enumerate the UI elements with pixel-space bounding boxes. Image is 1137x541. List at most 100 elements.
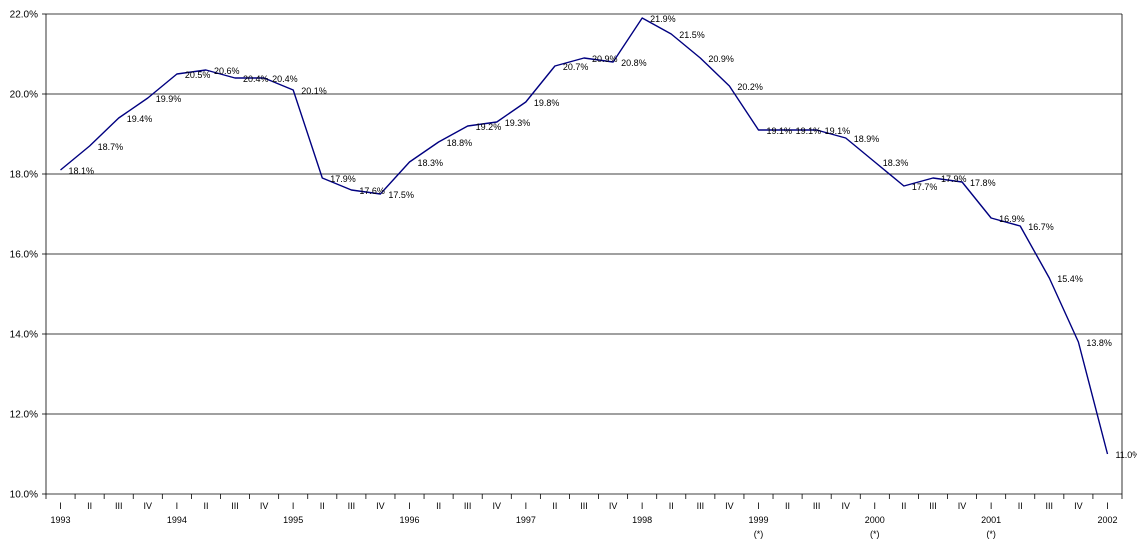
x-tick-label: I bbox=[292, 501, 295, 511]
x-tick-label: IV bbox=[144, 501, 153, 511]
data-label: 19.1% bbox=[766, 126, 792, 136]
data-label: 18.3% bbox=[883, 158, 909, 168]
x-tick-label: III bbox=[348, 501, 356, 511]
data-label: 16.7% bbox=[1028, 222, 1054, 232]
x-tick-label: III bbox=[929, 501, 937, 511]
data-label: 16.9% bbox=[999, 214, 1025, 224]
x-tick-label: III bbox=[580, 501, 588, 511]
data-label: 20.2% bbox=[737, 82, 763, 92]
data-label: 17.8% bbox=[970, 178, 996, 188]
data-label: 20.5% bbox=[185, 70, 211, 80]
x-tick-label: II bbox=[87, 501, 92, 511]
data-label: 18.7% bbox=[98, 142, 124, 152]
year-label: 1999 bbox=[748, 515, 768, 525]
year-label: 1993 bbox=[51, 515, 71, 525]
year-label: 1997 bbox=[516, 515, 536, 525]
data-label: 19.2% bbox=[476, 122, 502, 132]
x-tick-label: I bbox=[1106, 501, 1109, 511]
x-tick-label: III bbox=[231, 501, 239, 511]
data-label: 17.7% bbox=[912, 182, 938, 192]
y-tick-label: 20.0% bbox=[10, 90, 38, 101]
data-label: 17.9% bbox=[941, 174, 967, 184]
data-label: 20.6% bbox=[214, 66, 240, 76]
data-label: 11.0% bbox=[1115, 450, 1137, 460]
x-axis: I II III IV I II III IV I II III IV I II III IV I II III IV… bbox=[45, 494, 1123, 539]
data-label: 17.6% bbox=[359, 186, 385, 196]
data-label: 20.7% bbox=[563, 62, 589, 72]
data-label: 20.1% bbox=[301, 86, 327, 96]
x-tick-label: II bbox=[320, 501, 325, 511]
year-note: (*) bbox=[754, 529, 764, 539]
year-label: 1996 bbox=[399, 515, 419, 525]
data-label: 20.8% bbox=[621, 58, 647, 68]
x-tick-label: III bbox=[115, 501, 123, 511]
data-label: 19.1% bbox=[825, 126, 851, 136]
data-label: 18.1% bbox=[69, 166, 95, 176]
data-label: 20.9% bbox=[708, 54, 734, 64]
x-tick-label: IV bbox=[958, 501, 967, 511]
x-tick-label: IV bbox=[725, 501, 734, 511]
gridlines bbox=[46, 13, 1122, 495]
year-note: (*) bbox=[870, 529, 880, 539]
year-label: 1995 bbox=[283, 515, 303, 525]
y-tick-label: 14.0% bbox=[10, 330, 38, 341]
x-tick-label: II bbox=[436, 501, 441, 511]
x-tick-label: II bbox=[552, 501, 557, 511]
x-tick-label: I bbox=[59, 501, 62, 511]
x-tick-label: III bbox=[464, 501, 472, 511]
year-label: 2001 bbox=[981, 515, 1001, 525]
data-label: 21.9% bbox=[650, 14, 676, 24]
x-tick-label: IV bbox=[376, 501, 385, 511]
x-tick-label: IV bbox=[492, 501, 501, 511]
x-tick-label: I bbox=[874, 501, 877, 511]
x-tick-label: III bbox=[813, 501, 821, 511]
x-tick-label: III bbox=[1046, 501, 1054, 511]
data-label: 18.9% bbox=[854, 134, 880, 144]
x-tick-label: II bbox=[901, 501, 906, 511]
data-label: 20.9% bbox=[592, 54, 618, 64]
x-tick-label: I bbox=[990, 501, 993, 511]
x-tick-label: II bbox=[669, 501, 674, 511]
x-tick-label: I bbox=[408, 501, 411, 511]
year-note: (*) bbox=[986, 529, 996, 539]
data-label: 18.3% bbox=[418, 158, 444, 168]
data-label: 21.5% bbox=[679, 30, 705, 40]
x-tick-label: II bbox=[1018, 501, 1023, 511]
data-label: 18.8% bbox=[447, 138, 473, 148]
x-tick-label: II bbox=[785, 501, 790, 511]
data-label: 19.3% bbox=[505, 118, 531, 128]
data-label: 15.4% bbox=[1057, 274, 1083, 284]
data-labels: 18.1%18.7%19.4%19.9%20.5% 20.6%20.4% 20.4%… bbox=[69, 14, 1137, 460]
data-label: 20.4% bbox=[272, 74, 298, 84]
series-polyline bbox=[60, 17, 1109, 455]
data-label: 19.4% bbox=[127, 114, 153, 124]
y-tick-label: 12.0% bbox=[10, 410, 38, 421]
data-label: 20.4% bbox=[243, 74, 269, 84]
x-tick-label: I bbox=[641, 501, 644, 511]
data-label: 13.8% bbox=[1086, 338, 1112, 348]
x-tick-label: IV bbox=[260, 501, 269, 511]
data-label: 19.1% bbox=[796, 126, 822, 136]
y-tick-label: 16.0% bbox=[10, 250, 38, 261]
x-tick-label: IV bbox=[1074, 501, 1083, 511]
data-label: 17.9% bbox=[330, 174, 356, 184]
data-label: 19.8% bbox=[534, 98, 560, 108]
year-label: 2002 bbox=[1097, 515, 1117, 525]
x-tick-label: III bbox=[697, 501, 705, 511]
y-tick-label: 10.0% bbox=[10, 490, 38, 501]
y-tick-label: 22.0% bbox=[10, 10, 38, 21]
data-label: 17.5% bbox=[388, 190, 414, 200]
y-tick-label: 18.0% bbox=[10, 170, 38, 181]
x-tick-label: I bbox=[757, 501, 760, 511]
x-tick-label: II bbox=[203, 501, 208, 511]
series-line bbox=[60, 17, 1109, 455]
x-tick-label: IV bbox=[841, 501, 850, 511]
year-label: 1994 bbox=[167, 515, 187, 525]
x-tick-label: I bbox=[525, 501, 528, 511]
year-label: 1998 bbox=[632, 515, 652, 525]
y-axis: 10.0% 12.0% 14.0% 16.0% 18.0% 20.0% 22.0% bbox=[10, 10, 46, 501]
x-tick-label: IV bbox=[609, 501, 618, 511]
year-label: 2000 bbox=[865, 515, 885, 525]
data-label: 19.9% bbox=[156, 94, 182, 104]
